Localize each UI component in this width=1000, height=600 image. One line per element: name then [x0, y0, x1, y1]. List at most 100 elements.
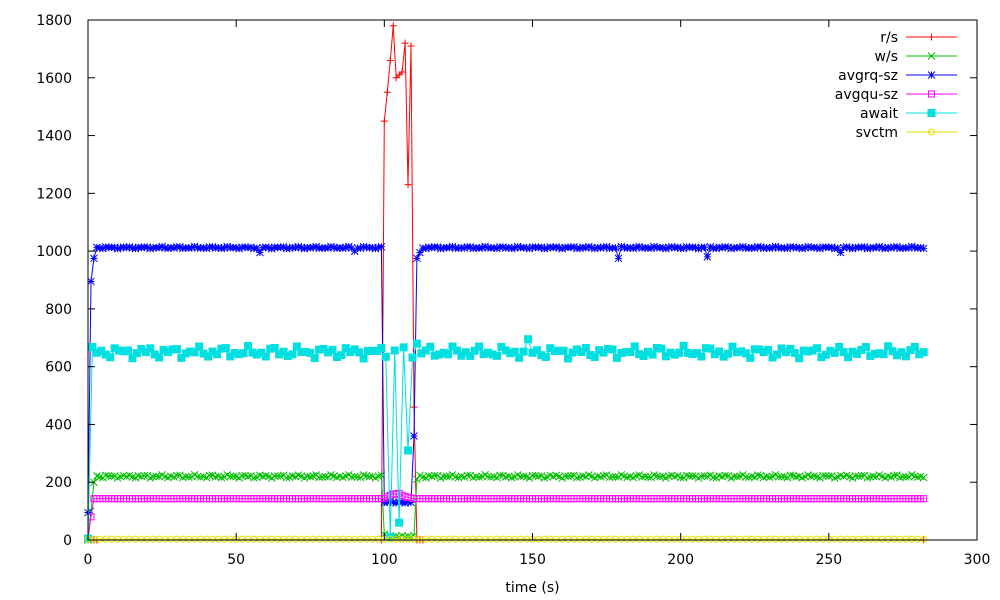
data-point — [442, 472, 451, 481]
data-point — [816, 244, 824, 253]
data-point — [910, 472, 919, 481]
data-point — [475, 342, 484, 351]
data-point — [389, 22, 397, 30]
data-point — [632, 472, 641, 480]
x-tick-label: 300 — [964, 552, 991, 568]
data-point — [703, 253, 712, 261]
data-point — [445, 243, 454, 252]
data-point — [90, 254, 98, 263]
data-point — [226, 472, 235, 481]
data-point — [276, 472, 285, 480]
data-point — [261, 352, 270, 361]
data-point — [448, 242, 457, 251]
data-point — [404, 498, 412, 506]
data-point — [170, 244, 178, 252]
data-point — [534, 472, 543, 481]
data-point — [433, 243, 442, 252]
data-point — [355, 348, 364, 357]
data-point — [122, 243, 131, 252]
data-point — [630, 342, 639, 351]
data-point — [907, 242, 916, 251]
data-point — [493, 244, 501, 253]
data-point — [827, 243, 836, 252]
data-point — [541, 352, 550, 361]
data-point — [706, 344, 715, 353]
data-point — [321, 472, 329, 481]
data-point — [860, 243, 869, 251]
data-point — [836, 248, 845, 257]
data-point — [863, 244, 872, 253]
data-point — [386, 497, 395, 505]
data-point — [519, 347, 528, 356]
data-point — [359, 471, 368, 479]
data-point — [679, 244, 688, 253]
data-point — [676, 473, 685, 482]
data-point — [419, 473, 427, 482]
data-point — [264, 243, 273, 252]
data-point — [510, 244, 519, 252]
data-point — [282, 473, 291, 482]
data-point — [515, 353, 524, 362]
data-point — [635, 242, 644, 251]
data-point — [549, 243, 558, 252]
data-point — [724, 349, 733, 358]
data-point — [187, 243, 196, 252]
data-point — [88, 343, 97, 352]
data-point — [463, 471, 472, 480]
data-point — [390, 346, 399, 355]
series-line — [88, 25, 924, 541]
data-point — [650, 242, 658, 251]
data-point — [612, 353, 621, 362]
data-point — [715, 472, 724, 480]
data-point — [801, 243, 809, 252]
data-point — [232, 243, 241, 252]
data-point — [772, 350, 781, 359]
data-point — [902, 473, 910, 481]
legend-entry: w/s — [875, 49, 957, 65]
data-point — [764, 345, 773, 354]
data-point — [549, 472, 558, 481]
data-point — [810, 472, 818, 480]
data-point — [715, 347, 724, 356]
data-point — [519, 472, 528, 481]
data-point — [177, 353, 186, 362]
data-point — [639, 352, 648, 361]
data-point — [786, 471, 795, 480]
legend-entry: avgqu-sz — [835, 87, 957, 103]
data-point — [221, 344, 230, 353]
legend-label: w/s — [875, 49, 898, 65]
data-point — [919, 348, 928, 357]
data-point — [413, 475, 421, 484]
data-point — [184, 473, 193, 481]
data-point — [404, 446, 413, 455]
data-point — [146, 344, 155, 353]
data-point — [285, 244, 294, 253]
data-point — [395, 71, 403, 79]
data-point — [452, 346, 461, 355]
data-point — [484, 472, 492, 481]
data-point — [629, 244, 638, 253]
data-point — [300, 244, 309, 253]
legend-label: svctm — [856, 125, 898, 141]
data-point — [920, 535, 928, 543]
data-point — [596, 244, 605, 252]
data-point — [212, 350, 221, 359]
data-point — [685, 472, 694, 481]
data-point — [647, 244, 655, 253]
data-point — [857, 471, 866, 480]
data-point — [310, 354, 319, 363]
data-point — [312, 242, 321, 251]
data-point — [756, 243, 765, 251]
data-point — [866, 473, 875, 481]
data-point — [416, 248, 424, 257]
data-point — [798, 244, 807, 253]
x-tick-label: 150 — [519, 552, 546, 568]
data-point — [546, 243, 555, 251]
data-point — [134, 471, 143, 480]
data-point — [195, 342, 204, 351]
data-point — [739, 242, 747, 251]
data-point — [229, 472, 238, 481]
data-point — [664, 243, 673, 252]
data-point — [804, 242, 812, 251]
